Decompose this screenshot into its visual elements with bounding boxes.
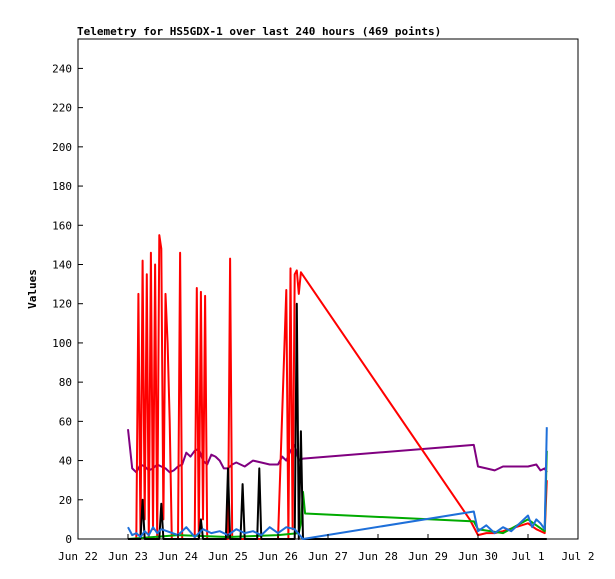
axis-layer: 0 20 40 60 80 100 120 140 160 180 200 220 240 Jun 22 J… [52,62,594,563]
y-tick-label: 220 [52,102,72,115]
y-tick-label: 20 [59,494,72,507]
x-tick-label: Jul 2 [561,550,594,563]
y-tick-label: 120 [52,298,72,311]
series-line-5 [127,427,548,540]
x-tick-label: Jun 23 [108,550,148,563]
y-tick-label: 100 [52,337,72,350]
x-tick-label: Jun 28 [358,550,398,563]
chart-title: Telemetry for HS5GDX-1 over last 240 hou… [77,25,441,38]
series-layer [127,234,548,540]
series-line-1 [127,429,548,474]
x-tick-label: Jul 1 [511,550,544,563]
y-tick-label: 60 [59,415,72,428]
x-tick-label: Jun 26 [258,550,298,563]
y-tick-label: 40 [59,455,72,468]
y-tick-label: 180 [52,180,72,193]
x-tick-label: Jun 25 [208,550,248,563]
x-tick-label: Jun 29 [408,550,448,563]
series-line-2 [135,234,548,540]
y-axis-title: Values [26,269,39,309]
y-tick-label: 240 [52,62,72,75]
y-tick-label: 160 [52,219,72,232]
y-tick-label: 140 [52,258,72,271]
y-tick-label: 200 [52,141,72,154]
x-tick-label: Jun 27 [308,550,348,563]
x-tick-label: Jun 22 [58,550,98,563]
x-tick-label: Jun 30 [458,550,498,563]
x-tick-label: Jun 24 [158,550,198,563]
series-line-4 [128,302,547,540]
series-line-3 [127,450,548,540]
y-tick-label: 0 [65,533,72,546]
y-tick-label: 80 [59,376,72,389]
